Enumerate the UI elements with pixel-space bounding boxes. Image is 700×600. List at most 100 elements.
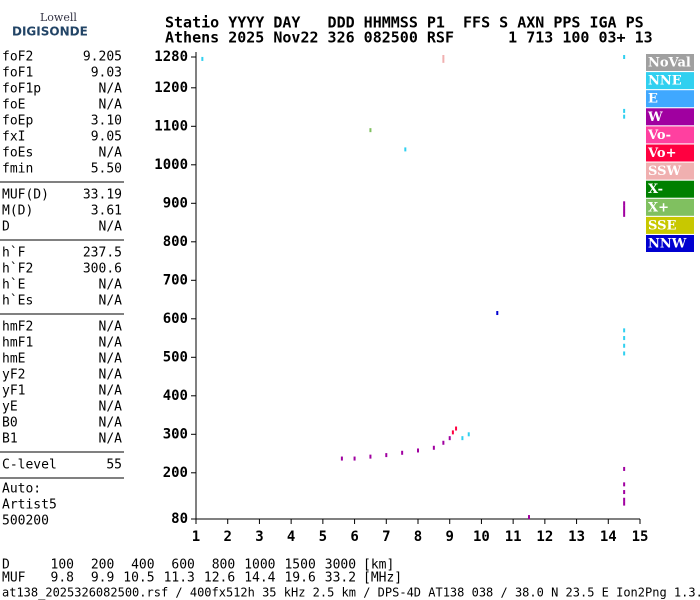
param-name: yF2 (2, 368, 25, 383)
legend-swatch (646, 235, 694, 252)
table-value: 3000 (325, 558, 356, 573)
legend-label: NoVal (648, 56, 691, 71)
table-unit: [MHz] (363, 571, 402, 586)
table-unit: [km] (363, 558, 394, 573)
x-tick-label: 14 (600, 529, 617, 545)
echo-point (432, 445, 435, 450)
param-value: N/A (99, 278, 123, 293)
x-tick-label: 3 (255, 529, 263, 545)
echo-point (461, 436, 464, 441)
header-line: Athens 2025 Nov22 326 082500 RSF 1 713 1… (165, 29, 653, 47)
table-value: 14.4 (244, 571, 275, 586)
x-tick-label: 7 (382, 529, 390, 545)
echo-point (623, 55, 626, 59)
legend-swatch (646, 162, 694, 180)
echo-point (417, 448, 419, 453)
x-tick-label: 4 (287, 529, 295, 545)
echo-point (528, 515, 530, 520)
table-value: 200 (91, 558, 114, 573)
echo-point (623, 108, 626, 113)
table-value: 10.5 (123, 571, 154, 586)
y-tick-label: 600 (163, 311, 188, 327)
logo-top: Lowell (40, 11, 77, 24)
y-tick-label: 500 (163, 349, 188, 365)
param-name: M(D) (2, 204, 33, 219)
param-value: N/A (99, 146, 123, 161)
x-tick-label: 6 (350, 529, 358, 545)
param-name: D (2, 220, 10, 235)
echo-point (442, 58, 445, 63)
legend-swatch (646, 108, 694, 126)
table-value: 12.6 (204, 571, 235, 586)
param-value: 9.205 (83, 50, 122, 65)
param-value: N/A (99, 432, 123, 447)
echo-point (496, 311, 499, 316)
legend-swatch (646, 90, 694, 108)
param-name: yE (2, 400, 18, 415)
legend-swatch (646, 198, 694, 216)
y-tick-label: 1000 (154, 157, 188, 173)
footer: at138_2025326082500.rsf / 400fx512h 35 k… (2, 586, 700, 600)
legend-label: SSW (648, 164, 681, 179)
param-name: h`Es (2, 294, 33, 309)
y-tick-label: 900 (163, 195, 188, 211)
x-tick-label: 1 (192, 529, 200, 545)
table-value: 19.6 (284, 571, 315, 586)
legend-label: SSE (648, 218, 676, 233)
legend-swatch (646, 126, 694, 144)
echo-point (455, 426, 458, 431)
param-value: N/A (99, 294, 123, 309)
y-tick-label: 1280 (154, 49, 188, 65)
table-value: 800 (212, 558, 235, 573)
param-value: N/A (99, 416, 123, 431)
legend-swatch (646, 180, 694, 198)
legend-swatch (646, 216, 694, 234)
x-tick-label: 8 (414, 529, 422, 545)
legend-label: Vo+ (647, 146, 676, 161)
x-tick-label: 9 (445, 529, 453, 545)
table-value: 9.8 (51, 571, 74, 586)
echo-point (467, 432, 470, 437)
table-value: 600 (171, 558, 194, 573)
echo-point (623, 501, 626, 506)
param-name: fxI (2, 130, 25, 145)
echo-point (201, 56, 204, 61)
param-value: N/A (99, 336, 123, 351)
legend-label: NNW (648, 237, 687, 252)
echo-point (404, 147, 407, 152)
param-value: 237.5 (83, 246, 122, 261)
legend-label: Vo- (647, 128, 671, 143)
echo-point (623, 212, 626, 217)
param-name: foF2 (2, 50, 33, 65)
table-value: 11.3 (164, 571, 195, 586)
echo-point (442, 55, 445, 59)
echo-point (385, 453, 388, 458)
param-name: B0 (2, 416, 18, 431)
y-tick-label: 200 (163, 465, 188, 481)
param-value: 300.6 (83, 262, 122, 277)
table-value: 100 (51, 558, 74, 573)
echo-point (623, 497, 626, 502)
echo-point (623, 205, 626, 210)
header-line: Statio YYYY DAY DDD HHMMSS P1 FFS S AXN … (165, 14, 644, 32)
auto-text: 500200 (2, 514, 49, 529)
echo-point (340, 456, 343, 461)
echo-point (623, 328, 626, 333)
echo-point (623, 466, 626, 471)
param-name: B1 (2, 432, 18, 447)
param-name: foF1p (2, 82, 41, 97)
echo-point (623, 114, 626, 119)
x-tick-label: 12 (536, 529, 553, 545)
param-value: N/A (99, 352, 123, 367)
echo-point (623, 490, 626, 495)
legend-label: X- (648, 182, 663, 197)
param-name: foE (2, 98, 25, 113)
echo-point (401, 450, 404, 455)
param-value: N/A (99, 384, 123, 399)
param-name: MUF(D) (2, 188, 49, 203)
logo-bottom: DIGISONDE (12, 25, 88, 39)
echo-point (451, 430, 454, 435)
param-value: N/A (99, 220, 123, 235)
echo-point (623, 343, 626, 348)
